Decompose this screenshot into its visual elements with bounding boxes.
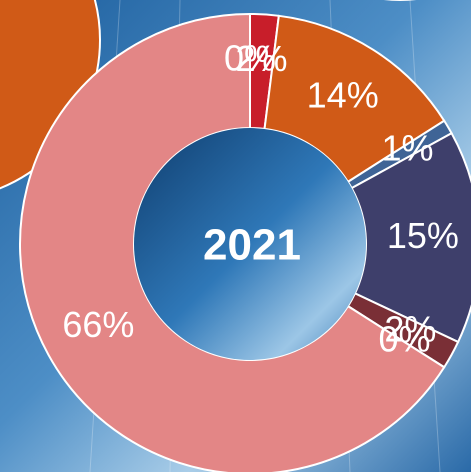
data-label: 1%: [382, 127, 434, 168]
data-label: 0%: [378, 319, 430, 360]
chart: 2021 0%2%14%1%15%2%0%66%: [0, 0, 471, 472]
data-label: 14%: [307, 74, 379, 115]
data-label: 15%: [387, 215, 459, 256]
center-title: 2021: [203, 221, 301, 270]
data-label: 2%: [235, 38, 287, 79]
data-label: 66%: [62, 304, 134, 345]
